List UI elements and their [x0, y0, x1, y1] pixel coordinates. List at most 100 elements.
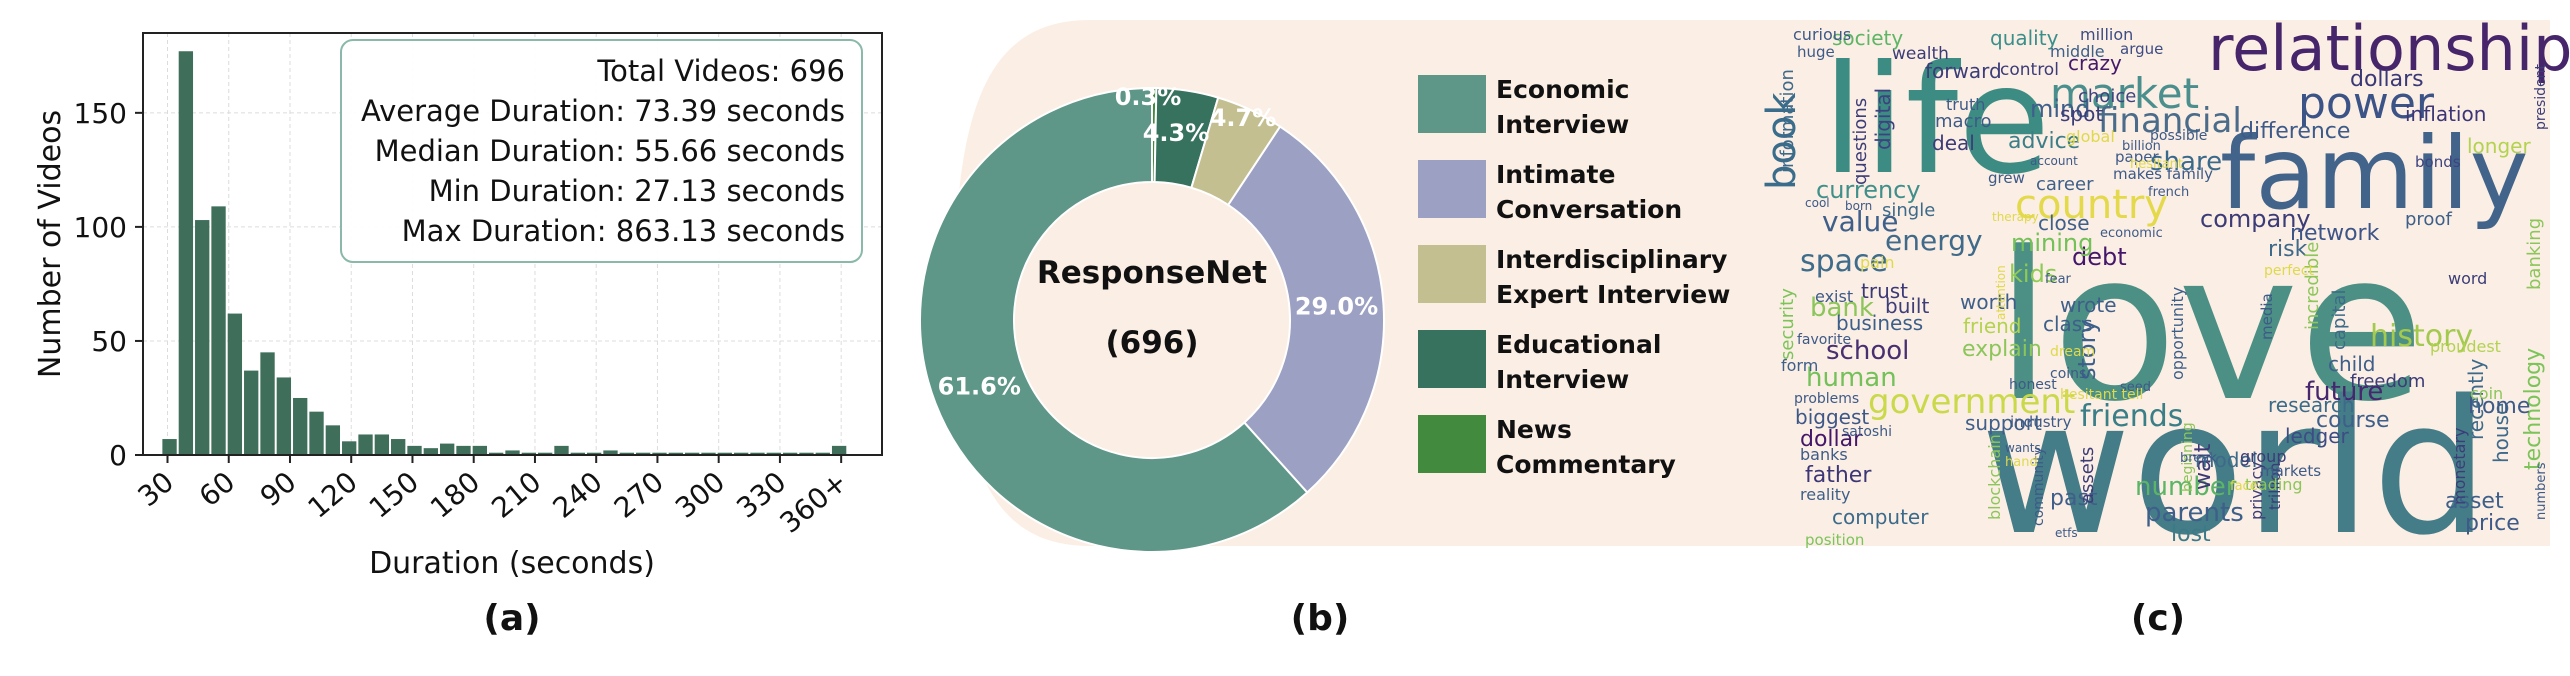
legend-swatch-3 [1418, 330, 1486, 388]
word-cloud-word: proudest [2430, 337, 2501, 356]
word-cloud-word: word [2448, 269, 2487, 288]
word-cloud-word: macro [1935, 111, 1991, 132]
word-cloud-word: dream [2050, 344, 2095, 360]
histogram-bar-33 [701, 452, 716, 455]
word-cloud-word: born [1845, 199, 1872, 213]
word-cloud-word: industry [2010, 413, 2072, 431]
histogram-bar-40 [815, 452, 830, 455]
stats-line: Min Duration: 27.13 seconds [429, 174, 845, 208]
category-donut-panel: 0.3% 4.3%4.7% 29.0% 61.6% ResponseNet (696)… [919, 20, 1760, 639]
histogram-bar-19 [472, 445, 488, 455]
word-cloud-word: currency [1816, 176, 1921, 204]
word-cloud-word: country [2015, 182, 2168, 228]
word-cloud-word: coin [2470, 384, 2503, 403]
legend-label: News [1496, 415, 1572, 444]
word-cloud-word: seed [2120, 380, 2151, 395]
histogram-bar-38 [782, 452, 798, 455]
word-cloud-word: hand [2005, 455, 2038, 470]
word-cloud-word: model [2195, 448, 2257, 472]
word-cloud-word: satoshi [1842, 424, 1892, 440]
word-cloud-word: community [2031, 447, 2047, 526]
word-cloud-word: deal [1932, 131, 1975, 155]
donut-slice-label: 0.3% [1115, 83, 1182, 111]
histogram-bar-5 [244, 370, 259, 455]
word-cloud-word: value [1822, 205, 1898, 238]
histogram-bar-3 [211, 206, 226, 455]
word-cloud-word: position [1805, 531, 1864, 549]
y-tick-label: 100 [74, 211, 127, 244]
word-cloud-word: risk [2268, 237, 2308, 262]
histogram-bar-37 [766, 452, 781, 455]
word-cloud-word: financial [2098, 101, 2242, 141]
word-cloud-word: media [2258, 293, 2276, 340]
histogram-bar-34 [717, 452, 732, 455]
x-tick-label: 90 [254, 465, 303, 513]
legend-swatch-2 [1418, 245, 1486, 303]
histogram-bar-7 [276, 377, 292, 455]
word-cloud-word: explain [1962, 337, 2042, 362]
histogram-bar-1 [178, 51, 194, 455]
histogram-bar-25 [570, 452, 585, 455]
word-cloud-word: course [2316, 408, 2390, 433]
legend-label: Intimate [1496, 160, 1615, 189]
histogram-bar-9 [309, 411, 324, 455]
x-tick-label: 30 [131, 465, 180, 513]
word-cloud-word: honest [2009, 377, 2057, 393]
x-tick-label: 270 [608, 465, 670, 525]
word-cloud-word: kids [2009, 260, 2057, 288]
donut-slice-label: 4.7% [1210, 104, 1277, 132]
word-cloud-word: trillion [2266, 463, 2284, 510]
word-cloud-word: curious [1793, 25, 1851, 44]
word-cloud-word: business [1836, 311, 1923, 335]
histogram-bar-32 [684, 452, 700, 455]
donut-center-count: (696) [1105, 325, 1198, 361]
word-cloud-word: beginning [2180, 422, 2196, 492]
word-cloud-word: difference [2240, 119, 2350, 144]
histogram-bar-31 [668, 452, 683, 455]
word-cloud-word: number [2135, 472, 2237, 502]
donut-slice-labels: 0.3% 4.3%4.7% 29.0% 61.6% [938, 83, 1378, 400]
word-cloud-word: blockchain [1985, 434, 2004, 520]
histogram-bar-28 [619, 452, 634, 455]
histogram-bar-15 [407, 445, 422, 455]
word-cloud-word: questions [1850, 98, 1871, 185]
word-cloud-word: relationship [2208, 12, 2570, 85]
word-cloud-word: banking [2524, 218, 2545, 290]
word-cloud-word: french [2148, 185, 2189, 200]
word-cloud-word: class [2043, 312, 2093, 336]
word-cloud-word: middle [2050, 42, 2105, 61]
histogram-bar-30 [652, 452, 667, 455]
donut-legend: Economic Interview Intimate Conversation Int… [1418, 75, 1730, 479]
word-cloud-word: freedom [2350, 371, 2425, 392]
legend-label: Economic [1496, 75, 1629, 104]
donut-slice-1 [1226, 125, 1385, 494]
word-cloud-word: career [2036, 174, 2094, 195]
histogram-bar-6 [260, 352, 275, 455]
word-cloud-word: inflation [2405, 102, 2486, 126]
word-cloud-word: form [1781, 356, 1818, 375]
word-cloud-word: monetary [2450, 428, 2469, 505]
word-cloud-word: story [2073, 319, 2101, 380]
x-tick-label: 300 [669, 465, 731, 525]
word-cloud-word: school [1826, 336, 1909, 366]
word-cloud-word: million [2080, 25, 2133, 44]
word-cloud-word: wait [2191, 443, 2216, 490]
word-cloud-word: close [2038, 211, 2090, 235]
word-cloud-word: perfect [2264, 263, 2314, 279]
word-cloud-word: group [2240, 447, 2286, 466]
histogram-bar-16 [423, 448, 439, 455]
histogram-bar-4 [227, 313, 243, 455]
histogram-bar-14 [391, 439, 406, 455]
word-cloud-word: computer [1832, 505, 1929, 529]
word-cloud-word: research [2268, 393, 2355, 417]
word-cloud-word: child [2328, 352, 2375, 376]
y-tick-label: 150 [74, 97, 127, 130]
word-cloud-word: love [1995, 209, 2425, 447]
histogram-bar-24 [554, 445, 569, 455]
word-cloud-word: future [2305, 377, 2383, 407]
histogram-bars [162, 51, 847, 455]
x-tick-label: 240 [547, 465, 609, 525]
